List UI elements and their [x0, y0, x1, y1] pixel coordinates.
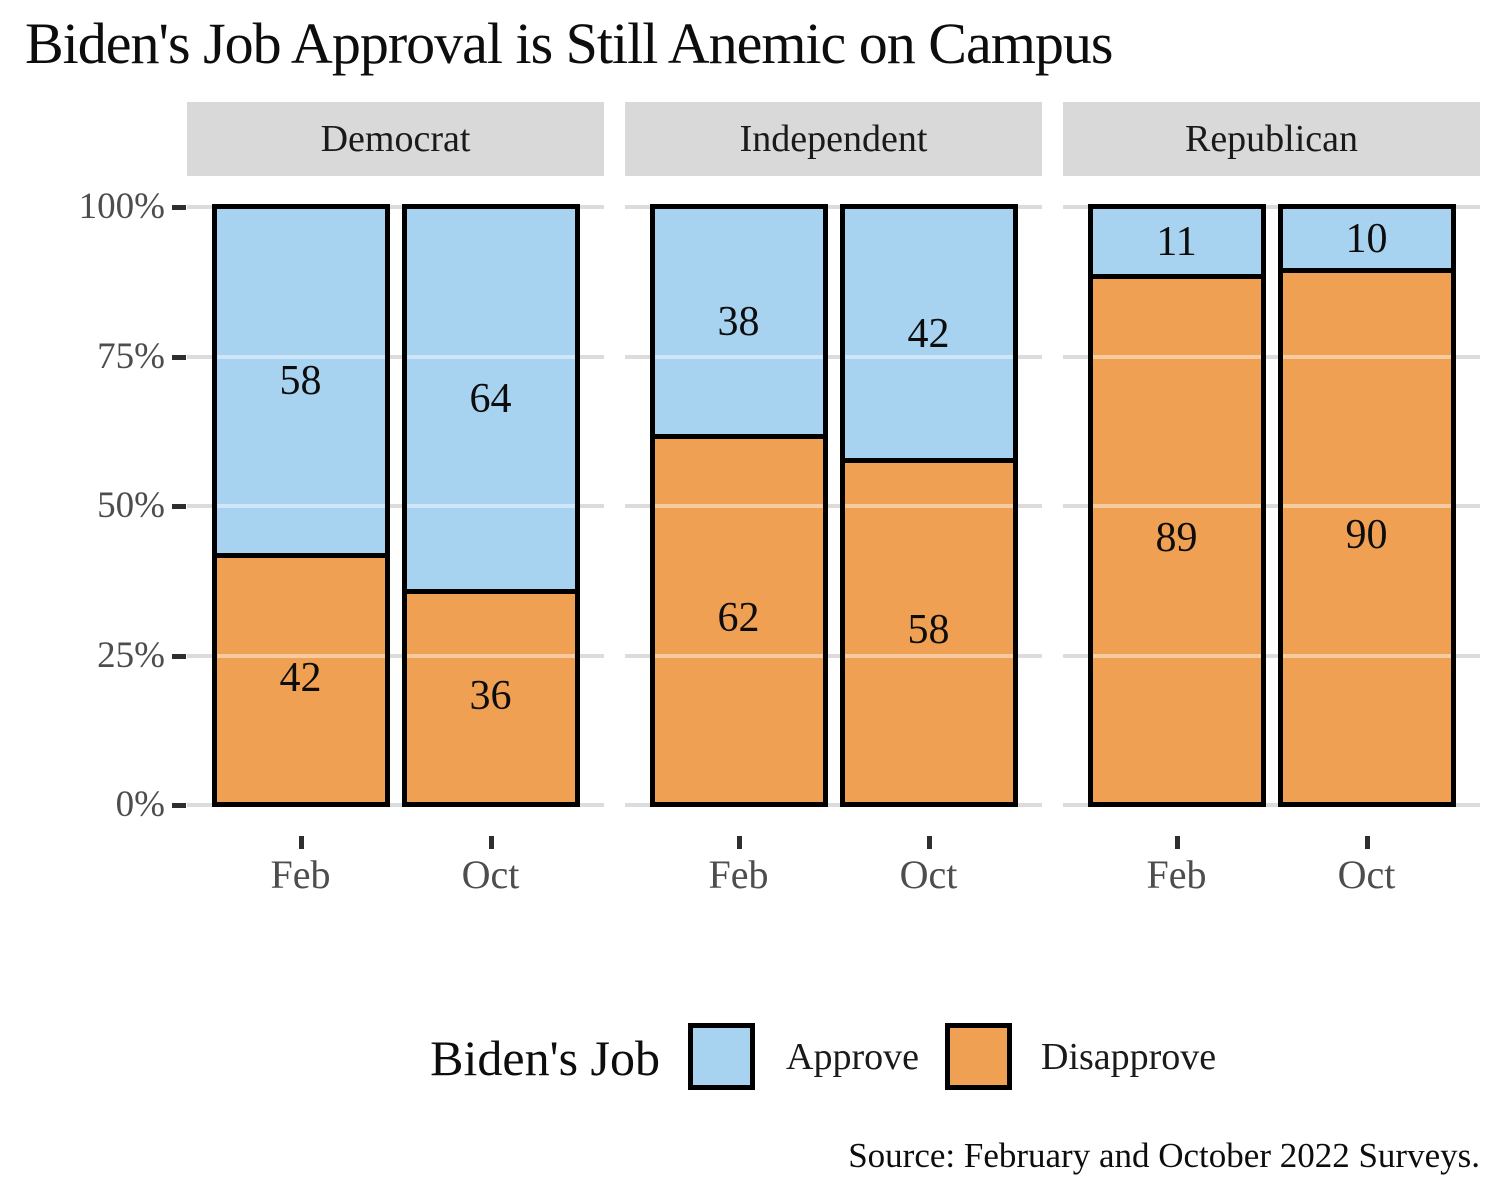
gridline-through-bar [655, 504, 823, 508]
bar-value-label-disapprove: 58 [907, 607, 950, 653]
bar-value-label-approve: 58 [279, 358, 322, 404]
panel-gridline [187, 354, 604, 359]
gridline-through-bar [407, 504, 575, 508]
y-axis-tick [172, 803, 186, 808]
legend-label-approve: Approve [786, 1036, 919, 1078]
x-axis-tick-label: Feb [1146, 852, 1207, 897]
stacked-bar [1088, 204, 1266, 807]
source-caption: Source: February and October 2022 Survey… [848, 1136, 1480, 1175]
stacked-bar [212, 204, 390, 807]
bar-segment-approve [1283, 209, 1451, 268]
y-axis-tick [172, 205, 186, 210]
facet-strip: Republican [1063, 102, 1480, 176]
panel-gridline [1063, 803, 1480, 807]
panel-gridline [625, 653, 1042, 658]
facet-strip: Independent [625, 102, 1042, 176]
panel-gridline [187, 653, 604, 658]
gridline-through-bar [845, 653, 1013, 658]
bar-segment-approve [655, 209, 823, 434]
gridline-through-bar [217, 354, 385, 359]
bar-value-label-approve: 64 [469, 376, 512, 422]
bar-value-label-approve: 10 [1345, 215, 1388, 262]
panel-gridline [187, 504, 604, 508]
stacked-bar [1278, 204, 1456, 807]
facet-strip-label: Republican [1184, 118, 1359, 160]
facet-strip-label: Independent [739, 118, 928, 160]
panel-gridline [187, 205, 604, 209]
stacked-bar [402, 204, 580, 807]
y-axis-tick-label: 0% [115, 784, 165, 825]
gridline-through-bar [217, 504, 385, 508]
gridline-through-bar [845, 354, 1013, 359]
bar-segment-disapprove [1093, 274, 1261, 802]
stacked-bar [840, 204, 1018, 807]
gridline-through-bar [1093, 653, 1261, 658]
y-axis-tick [172, 354, 186, 360]
bar-value-label-disapprove: 90 [1345, 512, 1388, 558]
x-axis-tick [1174, 836, 1180, 849]
bar-segment-approve [217, 209, 385, 553]
bar-segment-disapprove [655, 434, 823, 802]
gridline-through-bar [655, 653, 823, 658]
x-axis-tick [1364, 836, 1370, 849]
gridline-through-bar [407, 653, 575, 658]
bar-segment-disapprove [845, 458, 1013, 802]
stacked-bar [650, 204, 828, 807]
panel-gridline [1063, 354, 1480, 359]
bar-value-label-approve: 11 [1156, 218, 1197, 265]
bar-value-label-disapprove: 36 [469, 672, 512, 719]
gridline-through-bar [1283, 653, 1451, 658]
bar-segment-approve [407, 209, 575, 589]
bar-value-label-approve: 42 [907, 310, 950, 357]
y-axis-tick [172, 653, 186, 659]
panel-gridline [1063, 504, 1480, 508]
bar-segment-disapprove [407, 589, 575, 802]
bar-segment-approve [845, 209, 1013, 458]
facet-strip-label: Democrat [320, 118, 471, 160]
bar-value-label-disapprove: 62 [717, 595, 760, 641]
x-axis-tick-label: Oct [461, 852, 520, 897]
bar-segment-disapprove [1283, 268, 1451, 802]
y-axis-tick [172, 504, 186, 509]
panel-gridline [1063, 205, 1480, 209]
bar-segment-disapprove [217, 553, 385, 802]
facet-strip: Democrat [187, 102, 604, 176]
y-axis-tick-label: 25% [97, 634, 165, 676]
x-axis-tick [926, 836, 932, 849]
panel-gridline [1063, 653, 1480, 658]
bar-segment-approve [1093, 209, 1261, 274]
gridline-through-bar [1093, 354, 1261, 359]
bar-value-label-disapprove: 42 [279, 654, 322, 701]
legend-label-disapprove: Disapprove [1041, 1036, 1217, 1078]
gridline-through-bar [1283, 354, 1451, 359]
x-axis-tick-label: Feb [270, 852, 331, 897]
x-axis-tick [488, 836, 494, 849]
panel-gridline [187, 803, 604, 807]
y-axis-tick-label: 75% [97, 335, 165, 377]
y-axis-tick-label: 100% [78, 186, 165, 227]
gridline-through-bar [1093, 504, 1261, 508]
x-axis-tick-label: Oct [1337, 852, 1396, 897]
panel-gridline [625, 354, 1042, 359]
x-axis-tick-label: Feb [708, 852, 769, 897]
gridline-through-bar [655, 354, 823, 359]
legend-title: Biden's Job [430, 1030, 660, 1086]
legend-swatch-approve-icon [688, 1023, 755, 1090]
gridline-through-bar [1283, 504, 1451, 508]
legend-swatch-disapprove-icon [945, 1023, 1012, 1090]
gridline-through-bar [407, 354, 575, 359]
panel-gridline [625, 205, 1042, 209]
panel-gridline [625, 504, 1042, 508]
x-axis-tick [736, 836, 742, 849]
chart-title: Biden's Job Approval is Still Anemic on … [25, 11, 1113, 76]
bar-value-label-disapprove: 89 [1155, 515, 1198, 561]
gridline-through-bar [845, 504, 1013, 508]
gridline-through-bar [217, 653, 385, 658]
bar-value-label-approve: 38 [717, 298, 760, 345]
x-axis-tick [298, 836, 304, 849]
y-axis-tick-label: 50% [97, 485, 165, 526]
x-axis-tick-label: Oct [899, 852, 958, 897]
panel-gridline [625, 803, 1042, 807]
